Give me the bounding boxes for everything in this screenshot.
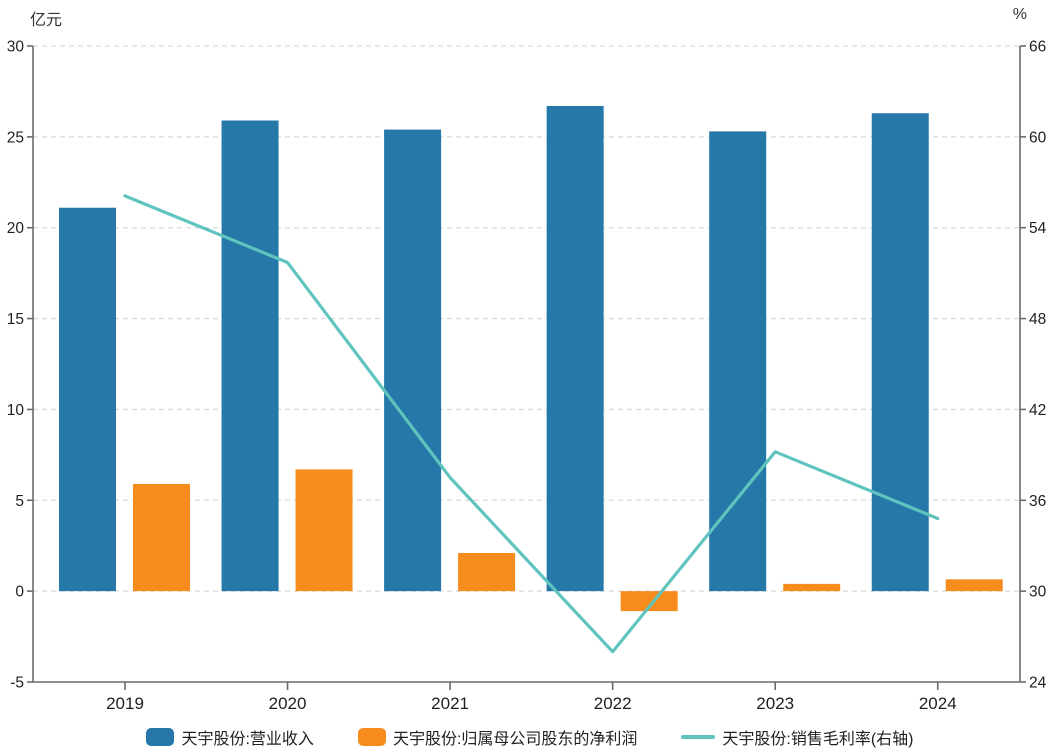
bar-revenue-2020 (221, 120, 279, 592)
left-axis-unit-label: 亿元 (30, 12, 63, 29)
x-category-label: 2019 (106, 694, 144, 713)
bar-net-profit-2021 (458, 552, 516, 592)
bar-net-profit-2023 (783, 583, 841, 592)
bar-revenue-2022 (546, 105, 604, 592)
line-gross-margin (123, 194, 940, 654)
right-axis-tick-label: 24 (1029, 675, 1047, 692)
left-axis-tick-label: 5 (15, 493, 24, 510)
left-axis-tick-label: 30 (7, 39, 25, 56)
left-axis-tick-label: 20 (7, 220, 25, 237)
bar-revenue-2019 (59, 207, 116, 592)
left-axis-tick-label: 15 (7, 311, 24, 328)
x-category-label: 2023 (756, 694, 794, 713)
x-category-label: 2022 (594, 694, 632, 713)
left-axis-tick-label: 0 (15, 584, 24, 601)
x-category-label: 2021 (431, 694, 469, 713)
legend-label-net-profit: 天宇股份:归属母公司股东的净利润 (392, 731, 638, 748)
left-axis-tick-label: 10 (7, 402, 25, 419)
right-axis-tick-label: 54 (1029, 220, 1047, 237)
bar-net-profit-2020 (295, 469, 353, 592)
legend-item-gross-margin: 天宇股份:销售毛利率(右轴) (681, 725, 914, 749)
right-axis-tick-label: 42 (1029, 402, 1046, 419)
x-category-label: 2020 (269, 694, 307, 713)
bar-net-profit-2024 (945, 579, 1003, 592)
legend-label-gross-margin: 天宇股份:销售毛利率(右轴) (722, 731, 914, 748)
legend-label-revenue: 天宇股份:营业收入 (181, 731, 314, 748)
right-axis-unit-label: % (1012, 6, 1027, 23)
legend-item-revenue: 天宇股份:营业收入 (146, 725, 314, 749)
left-axis-tick-label: -5 (10, 675, 24, 692)
legend-item-net-profit: 天宇股份:归属母公司股东的净利润 (357, 725, 638, 749)
x-category-label: 2024 (919, 694, 957, 713)
bar-net-profit-2022 (620, 591, 678, 612)
legend-swatch-net-profit (357, 728, 386, 746)
right-axis-tick-label: 30 (1029, 584, 1047, 601)
legend-swatch-revenue (146, 728, 175, 746)
right-axis-tick-label: 48 (1029, 311, 1046, 328)
bar-revenue-2023 (709, 131, 767, 592)
legend-swatch-gross-margin-line (681, 735, 716, 739)
bar-revenue-2024 (871, 113, 929, 592)
plot-area: 30 25 20 15 10 5 0 -5 66 60 54 48 42 36 30 24 2019 2020 20… (7, 39, 1047, 714)
bar-revenue-2021 (384, 129, 442, 592)
left-axis-tick-label: 25 (7, 129, 24, 146)
right-axis-tick-label: 60 (1029, 129, 1047, 146)
bar-net-profit-2019 (133, 483, 190, 592)
legend: 天宇股份:营业收入 天宇股份:归属母公司股东的净利润 天宇股份:销售毛利率(右轴… (0, 722, 1060, 752)
right-axis-tick-label: 66 (1029, 39, 1046, 56)
right-axis-tick-label: 36 (1029, 493, 1046, 510)
